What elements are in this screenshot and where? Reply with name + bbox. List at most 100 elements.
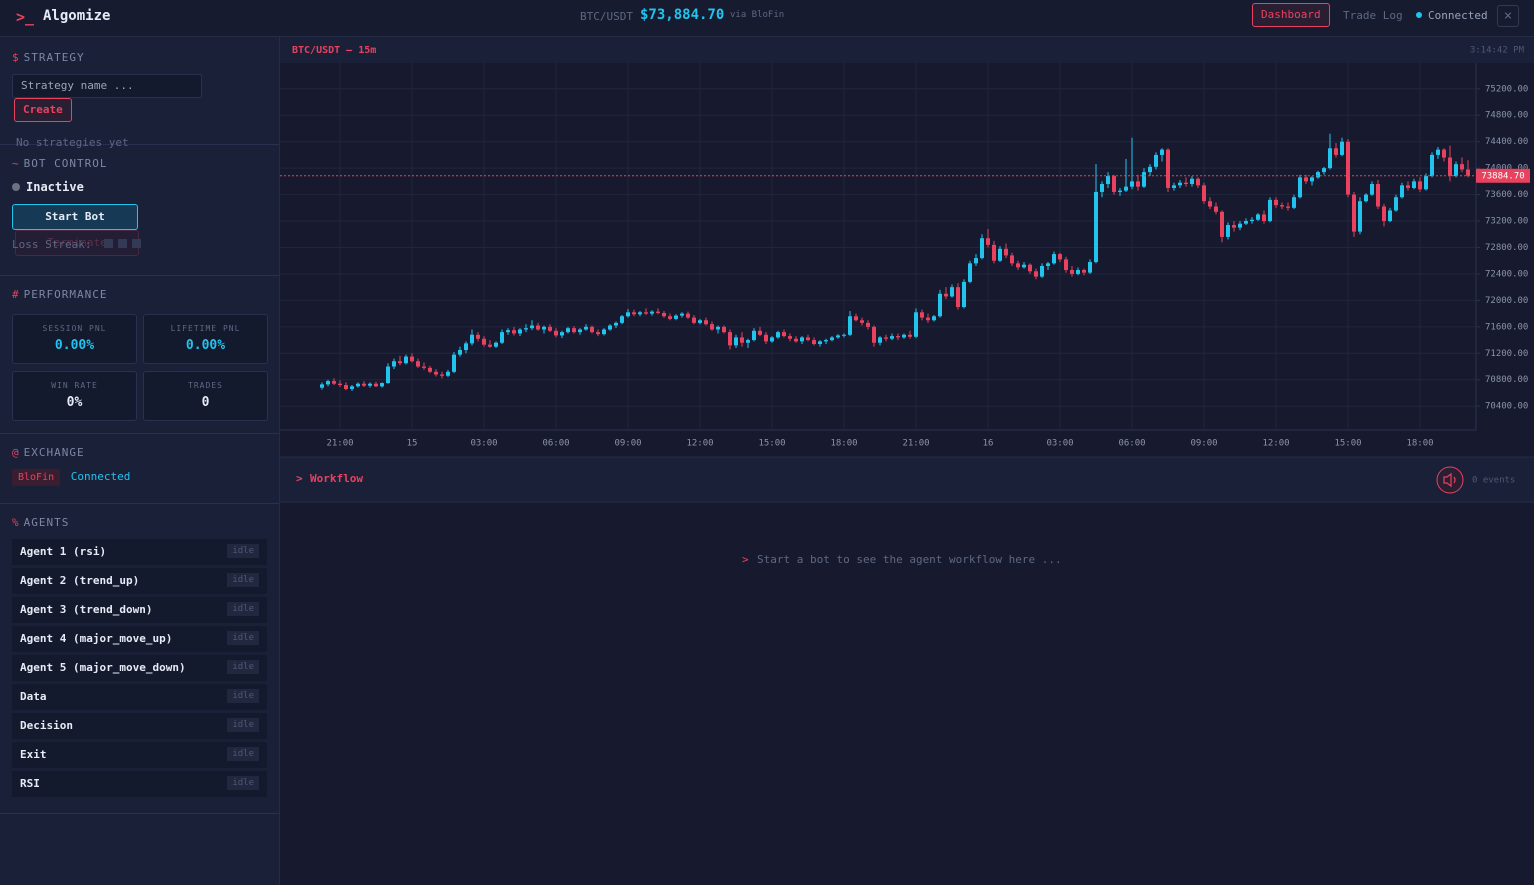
workflow-icon: > (296, 472, 303, 485)
brand[interactable]: Algomize (43, 8, 111, 24)
candle-body (1196, 178, 1200, 186)
candle-body (752, 330, 756, 341)
agent-name: Agent 2 (trend_up) (20, 574, 140, 587)
candle-body (1280, 205, 1284, 207)
agent-row[interactable]: Agent 4 (major_move_up) idle (12, 626, 267, 652)
strategy-section: $ STRATEGY Strategy name ... Create No st… (0, 37, 279, 149)
agent-status: idle (227, 776, 259, 790)
candle-body (1322, 168, 1326, 173)
candle-body (944, 293, 948, 297)
candle-body (1022, 264, 1026, 268)
candle-body (848, 316, 852, 335)
chart-time: 3:14:42 PM (1470, 46, 1525, 56)
status: Connected (1428, 9, 1488, 22)
workflow-title: Workflow (310, 472, 363, 485)
agent-name: Data (20, 690, 47, 703)
candle-body (926, 317, 930, 321)
candle-body (1178, 182, 1182, 186)
agent-name: Agent 3 (trend_down) (20, 603, 153, 616)
candle-body (410, 356, 414, 362)
y-tick-label: 70800.00 (1485, 375, 1528, 385)
status-dot (1416, 12, 1422, 18)
stat-label: SESSION PNL (42, 324, 107, 333)
logo: >_ (16, 8, 35, 26)
price-tag (1476, 168, 1530, 183)
start-button[interactable]: Start Bot (12, 204, 138, 230)
candle-body (416, 361, 420, 367)
candle-body (704, 320, 708, 325)
candle-body (644, 312, 648, 314)
candle-body (1220, 211, 1224, 237)
nav-trade-log[interactable]: Trade Log (1343, 9, 1403, 22)
candle-body (908, 334, 912, 337)
candle-body (440, 374, 444, 376)
agent-row[interactable]: Agent 5 (major_move_down) idle (12, 655, 267, 681)
close-button[interactable]: × (1497, 5, 1519, 27)
agent-row[interactable]: Decision idle (12, 713, 267, 739)
candle-body (1172, 185, 1176, 188)
icon: @ (12, 446, 20, 459)
agent-row[interactable]: Agent 3 (trend_down) idle (12, 597, 267, 623)
candle-body (344, 385, 348, 390)
candle-body (590, 326, 594, 333)
stat-value: 0 (201, 395, 210, 410)
agent-row[interactable]: Data idle (12, 684, 267, 710)
agent-status: idle (227, 660, 259, 674)
agent-list: Agent 1 (rsi) idle Agent 2 (trend_up) idle A… (12, 539, 267, 797)
candle-body (596, 332, 600, 335)
x-tick-label: 12:00 (686, 439, 713, 449)
candle-body (1070, 269, 1074, 274)
stat-value: 0.00% (54, 338, 95, 353)
candle-body (332, 381, 336, 384)
sound-button[interactable] (1436, 466, 1464, 494)
candle-body (386, 366, 390, 384)
strategy-input[interactable]: Strategy name ... (12, 74, 202, 98)
candle-body (434, 371, 438, 375)
candle-body (788, 336, 792, 339)
icon: # (12, 288, 20, 301)
candle-body (566, 328, 570, 333)
candle-body (500, 332, 504, 343)
section-title: AGENTS (23, 516, 70, 529)
agent-status: idle (227, 718, 259, 732)
candle-body (506, 330, 510, 333)
candle-body (656, 311, 660, 313)
candle-body (1028, 264, 1032, 272)
candle-body (1454, 164, 1458, 177)
candle-body (1238, 223, 1242, 228)
events-count: 0 events (1472, 476, 1515, 486)
candle-body (728, 332, 732, 346)
y-tick-label: 74000.00 (1485, 164, 1528, 174)
x-tick-label: 21:00 (326, 439, 353, 449)
candle-body (680, 313, 684, 316)
nav-dashboard[interactable]: Dashboard (1252, 3, 1330, 27)
candle-body (1052, 254, 1056, 264)
candle-body (962, 281, 966, 308)
agent-row[interactable]: Agent 1 (rsi) idle (12, 539, 267, 565)
x-tick-label: 15:00 (758, 439, 785, 449)
candle-body (1310, 177, 1314, 182)
candle-body (1244, 221, 1248, 224)
workflow-header (280, 457, 1534, 502)
candle-body (1232, 225, 1236, 228)
candle-body (1064, 259, 1068, 270)
create-button[interactable]: Create (14, 98, 72, 122)
candle-body (692, 317, 696, 323)
candle-body (782, 332, 786, 337)
agent-status: idle (227, 602, 259, 616)
candle-body (1412, 181, 1416, 188)
stat-card: TRADES 0 (143, 371, 268, 421)
candle-body (1208, 201, 1212, 207)
candle-body (1364, 194, 1368, 202)
candle-body (452, 354, 456, 372)
x-tick-label: 03:00 (470, 439, 497, 449)
state-dot (12, 183, 20, 191)
agent-row[interactable]: Exit idle (12, 742, 267, 768)
agent-row[interactable]: Agent 2 (trend_up) idle (12, 568, 267, 594)
candle-body (776, 332, 780, 338)
price-tag-label: 73884.70 (1481, 171, 1524, 181)
agent-status: idle (227, 631, 259, 645)
via: via BloFin (730, 10, 785, 20)
agent-row[interactable]: RSI idle (12, 771, 267, 797)
